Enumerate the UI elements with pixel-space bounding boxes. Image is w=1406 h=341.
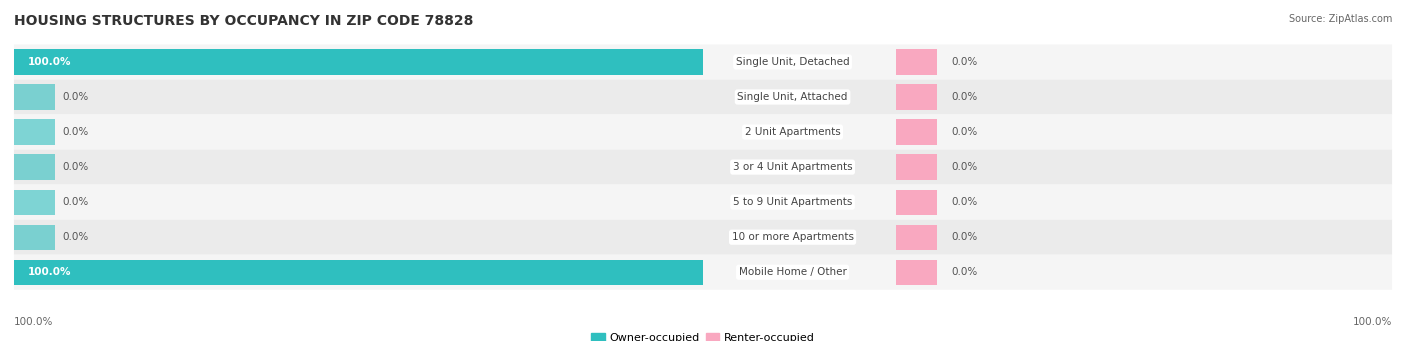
Text: 0.0%: 0.0% [950,57,977,67]
Text: 3 or 4 Unit Apartments: 3 or 4 Unit Apartments [733,162,852,172]
FancyBboxPatch shape [14,255,1392,290]
Bar [14,190,55,215]
Bar [14,154,55,180]
Text: Single Unit, Detached: Single Unit, Detached [735,57,849,67]
Text: 0.0%: 0.0% [950,197,977,207]
Bar [896,225,938,250]
Bar [14,84,55,109]
Text: 10 or more Apartments: 10 or more Apartments [731,232,853,242]
Bar [896,84,938,109]
Legend: Owner-occupied, Renter-occupied: Owner-occupied, Renter-occupied [592,333,814,341]
Text: Mobile Home / Other: Mobile Home / Other [738,267,846,277]
Text: 0.0%: 0.0% [950,232,977,242]
Bar [896,260,938,285]
Text: 0.0%: 0.0% [950,92,977,102]
Bar [14,119,55,145]
Text: Single Unit, Attached: Single Unit, Attached [737,92,848,102]
Text: 0.0%: 0.0% [62,92,89,102]
Text: 100.0%: 100.0% [1353,317,1392,327]
FancyBboxPatch shape [14,184,1392,220]
Bar [14,225,55,250]
Text: 100.0%: 100.0% [28,57,72,67]
FancyBboxPatch shape [14,115,1392,150]
Text: 0.0%: 0.0% [62,232,89,242]
Text: 0.0%: 0.0% [950,267,977,277]
Bar [896,119,938,145]
Text: HOUSING STRUCTURES BY OCCUPANCY IN ZIP CODE 78828: HOUSING STRUCTURES BY OCCUPANCY IN ZIP C… [14,14,474,28]
Bar [896,49,938,75]
Text: Source: ZipAtlas.com: Source: ZipAtlas.com [1288,14,1392,24]
FancyBboxPatch shape [14,150,1392,184]
Bar [14,49,703,75]
Text: 2 Unit Apartments: 2 Unit Apartments [745,127,841,137]
Text: 100.0%: 100.0% [28,267,72,277]
Bar [14,260,703,285]
FancyBboxPatch shape [14,220,1392,255]
FancyBboxPatch shape [14,79,1392,115]
Bar [896,154,938,180]
FancyBboxPatch shape [14,44,1392,79]
Bar [896,190,938,215]
Text: 5 to 9 Unit Apartments: 5 to 9 Unit Apartments [733,197,852,207]
Text: 0.0%: 0.0% [62,127,89,137]
Text: 0.0%: 0.0% [950,127,977,137]
Text: 100.0%: 100.0% [14,317,53,327]
Text: 0.0%: 0.0% [62,162,89,172]
Text: 0.0%: 0.0% [62,197,89,207]
Text: 0.0%: 0.0% [950,162,977,172]
